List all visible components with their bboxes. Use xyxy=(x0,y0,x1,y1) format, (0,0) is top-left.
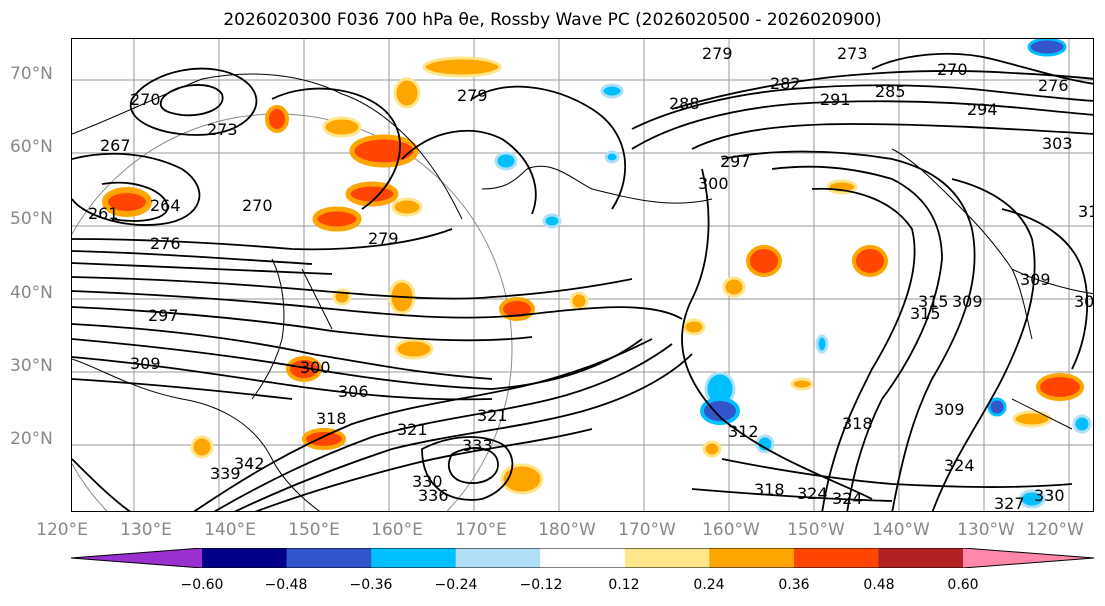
map-title: 2026020300 F036 700 hPa θe, Rossby Wave … xyxy=(223,10,882,30)
contour-label: 324 xyxy=(797,484,828,503)
contour-label: 261 xyxy=(88,204,119,223)
colorbar-swatch xyxy=(878,548,964,568)
contour-label: 342 xyxy=(234,454,265,473)
colorbar-swatch xyxy=(624,548,710,568)
lon-label-180w: 180°W xyxy=(538,520,596,540)
colorbar-tick: 0.36 xyxy=(778,577,810,593)
contour-label: 309 xyxy=(130,354,161,373)
contour-label: 273 xyxy=(837,44,868,63)
contour-label: 330 xyxy=(412,472,443,491)
contour-label: 306 xyxy=(338,382,369,401)
colorbar-extend-high xyxy=(963,548,1094,568)
colorbar-swatch xyxy=(202,548,288,568)
contour-label: 312 xyxy=(728,422,759,441)
colorbar-swatch xyxy=(286,548,372,568)
colorbar-swatch xyxy=(455,548,541,568)
lon-label-160e: 160°E xyxy=(371,520,423,540)
colorbar-swatch xyxy=(371,548,457,568)
colorbar-swatches xyxy=(71,548,1094,568)
lon-label-170e: 170°E xyxy=(455,520,507,540)
contour-label: 279 xyxy=(368,229,399,248)
map-canvas: 270 267 261 264 273 270 276 279 279 279 … xyxy=(72,39,1094,512)
colorbar-swatch xyxy=(540,548,626,568)
theta-e-contours xyxy=(72,52,1093,511)
contour-label: 330 xyxy=(1034,486,1065,505)
lon-label-160w: 160°W xyxy=(702,520,760,540)
lon-label-130e: 130°E xyxy=(120,520,172,540)
lon-label-150w: 150°W xyxy=(787,520,845,540)
contour-label: 333 xyxy=(462,436,493,455)
colorbar xyxy=(71,548,1094,568)
contour-label: 324 xyxy=(832,489,863,508)
contour-label: 270 xyxy=(130,90,161,109)
lon-label-120w: 120°W xyxy=(1026,520,1084,540)
contour-label: 276 xyxy=(150,234,181,253)
contour-label: 288 xyxy=(669,94,700,113)
contour-label: 279 xyxy=(457,86,488,105)
colorbar-extend-low xyxy=(71,548,202,568)
coastlines xyxy=(72,73,1093,511)
colorbar-tick: 0.48 xyxy=(863,577,895,593)
contour-label: 264 xyxy=(150,196,181,215)
lat-label-30n: 30°N xyxy=(10,356,53,376)
contour-label: 276 xyxy=(1038,76,1069,95)
graticule xyxy=(72,39,1093,511)
colorbar-tick: −0.48 xyxy=(264,577,308,593)
lat-label-20n: 20°N xyxy=(10,429,53,449)
contour-label: 324 xyxy=(944,456,975,475)
lon-label-120e: 120°E xyxy=(36,520,88,540)
contour-label: 303 xyxy=(1042,134,1073,153)
lon-label-140w: 140°W xyxy=(872,520,930,540)
contour-label: 282 xyxy=(770,74,801,93)
contour-label: 279 xyxy=(702,44,733,63)
contour-label: 300 xyxy=(698,174,729,193)
contour-label: 321 xyxy=(397,420,428,439)
contour-label: 315 xyxy=(910,304,941,323)
lon-label-130w: 130°W xyxy=(957,520,1015,540)
lon-label-170w: 170°W xyxy=(618,520,676,540)
contour-label: 318 xyxy=(842,414,873,433)
colorbar-tick: −0.12 xyxy=(519,577,563,593)
lat-label-70n: 70°N xyxy=(10,64,53,84)
contour-label: 306 xyxy=(1074,292,1094,311)
contour-label: 309 xyxy=(934,400,965,419)
colorbar-swatch xyxy=(709,548,795,568)
lat-label-50n: 50°N xyxy=(10,209,53,229)
contour-label: 327 xyxy=(994,494,1025,512)
contour-label: 312 xyxy=(1078,202,1094,221)
contour-label: 309 xyxy=(952,292,983,311)
contour-label: 297 xyxy=(148,306,179,325)
contour-label: 300 xyxy=(300,358,331,377)
shading-positive xyxy=(102,56,1084,495)
colorbar-tick: −0.24 xyxy=(434,577,478,593)
contour-label: 270 xyxy=(242,196,273,215)
shading-negative xyxy=(494,39,1092,509)
contour-label: 309 xyxy=(1020,270,1051,289)
colorbar-tick: 0.60 xyxy=(947,577,979,593)
colorbar-tick: 0.24 xyxy=(693,577,725,593)
lon-label-140e: 140°E xyxy=(204,520,256,540)
contour-label: 291 xyxy=(820,90,851,109)
map-panel: 270 267 261 264 273 270 276 279 279 279 … xyxy=(71,38,1094,512)
colorbar-tick: −0.36 xyxy=(349,577,393,593)
contour-label: 270 xyxy=(937,60,968,79)
colorbar-swatch xyxy=(793,548,879,568)
contour-label: 285 xyxy=(875,82,906,101)
contour-label: 273 xyxy=(207,120,238,139)
contour-label: 318 xyxy=(754,480,785,499)
lon-label-150e: 150°E xyxy=(288,520,340,540)
contour-labels: 270 267 261 264 273 270 276 279 279 279 … xyxy=(88,44,1094,512)
contour-label: 267 xyxy=(100,136,131,155)
lat-label-60n: 60°N xyxy=(10,137,53,157)
colorbar-tick: 0.12 xyxy=(608,577,640,593)
contour-label: 339 xyxy=(210,464,241,483)
contour-label: 336 xyxy=(418,486,449,505)
contour-label: 318 xyxy=(316,409,347,428)
contour-label: 297 xyxy=(720,152,751,171)
contour-label: 294 xyxy=(967,100,998,119)
colorbar-tick: −0.60 xyxy=(180,577,224,593)
lat-label-40n: 40°N xyxy=(10,283,53,303)
contour-label: 321 xyxy=(477,406,508,425)
contour-label: 315 xyxy=(918,292,949,311)
